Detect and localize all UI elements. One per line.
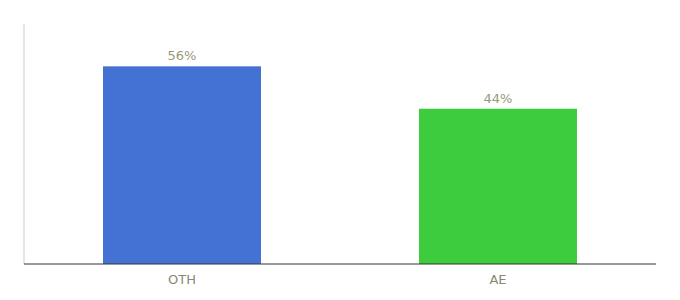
chart-container: OTH AE 56% 44%	[0, 0, 680, 300]
data-label: 56%	[168, 48, 197, 63]
bar	[103, 66, 261, 264]
x-axis-line	[24, 264, 656, 265]
bars	[103, 66, 577, 264]
x-tick-label: OTH	[168, 272, 196, 287]
bar	[419, 109, 577, 264]
chart-svg: OTH AE 56% 44%	[0, 0, 680, 300]
y-axis-line	[24, 24, 25, 264]
x-tick-label: AE	[489, 272, 506, 287]
data-label: 44%	[484, 91, 513, 106]
